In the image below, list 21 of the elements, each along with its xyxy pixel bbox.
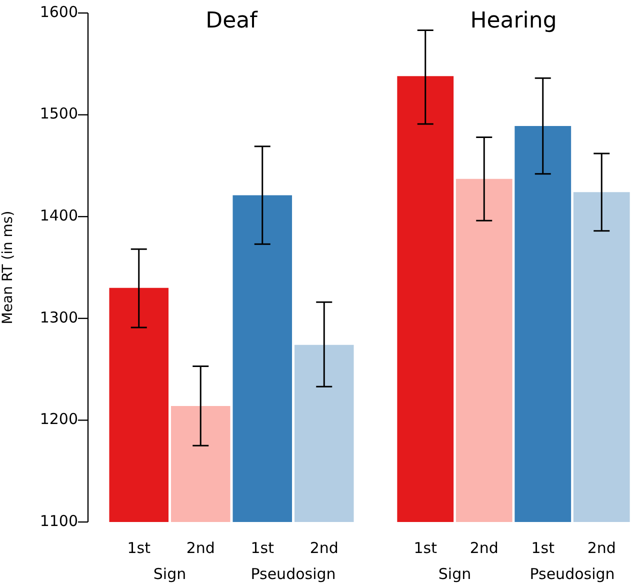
x-tick-label: 1st <box>531 538 555 557</box>
y-tick-label: 1300 <box>40 308 78 326</box>
x-tick-label: 2nd <box>310 538 338 557</box>
y-tick-label: 1400 <box>40 206 78 224</box>
x-tick-label: 1st <box>250 538 274 557</box>
y-tick-label: 1200 <box>40 410 78 428</box>
x-tick-label: 1st <box>127 538 151 557</box>
text: Pseudosign <box>250 565 336 583</box>
y-tick-label: 1100 <box>40 512 78 530</box>
chart-title: Hearing <box>470 8 557 34</box>
text: Pseudosign <box>530 565 615 583</box>
text: Sign <box>153 565 186 583</box>
x-tick-label: 2nd <box>470 538 498 557</box>
chart-title: Deaf <box>206 8 259 34</box>
text: Sign <box>438 565 472 583</box>
x-tick-label: 2nd <box>186 538 215 557</box>
x-tick-label: 1st <box>414 538 438 557</box>
y-axis-title: Mean RT (in ms) <box>0 210 16 324</box>
x-tick-label: 2nd <box>587 538 616 557</box>
y-tick-label: 1600 <box>40 2 78 21</box>
y-tick-label: 1500 <box>40 104 78 123</box>
